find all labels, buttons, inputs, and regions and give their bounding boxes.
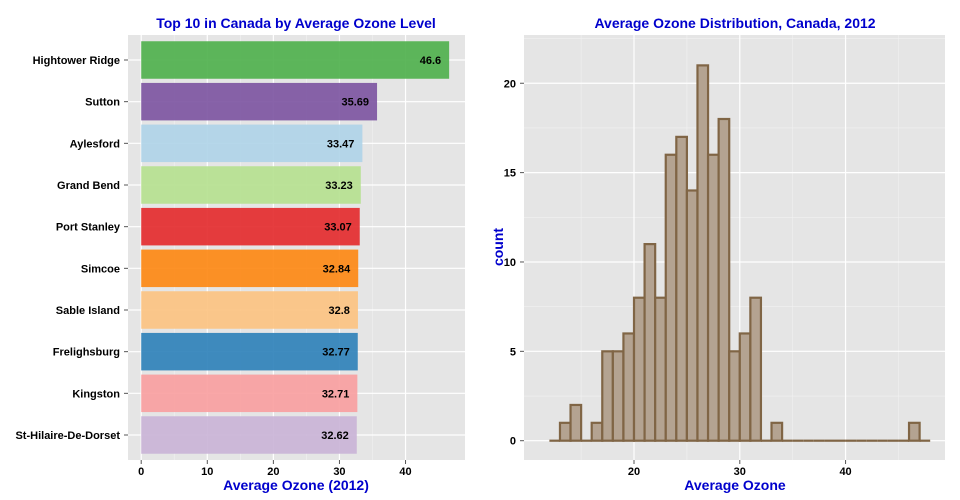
histogram-x-ticks: 20 30 40: [628, 460, 852, 478]
histogram-title: Average Ozone Distribution, Canada, 2012: [594, 15, 875, 31]
bar-chart-x-ticks: 0 10 20 30 40: [138, 460, 412, 478]
histogram-bin: [749, 296, 763, 442]
histogram-bin: [675, 135, 688, 442]
histogram-bin: [643, 243, 657, 442]
x-tick-label: 40: [399, 466, 411, 478]
x-tick-label: 10: [201, 466, 213, 478]
category-label: Kingston: [72, 388, 120, 400]
histogram-bin: [907, 421, 921, 442]
histogram-bin: [611, 350, 625, 442]
x-tick-label: 20: [628, 466, 640, 478]
histogram-bin: [728, 350, 741, 442]
bar-value-label: 32.71: [322, 388, 350, 400]
bar: [141, 374, 358, 413]
bar: [141, 207, 360, 246]
bar: [141, 41, 450, 79]
x-tick-label: 0: [138, 466, 144, 478]
bar-chart-title: Top 10 in Canada by Average Ozone Level: [156, 15, 436, 31]
y-tick-label: 15: [504, 168, 516, 180]
histogram-bin: [622, 332, 636, 442]
bar: [141, 332, 358, 371]
bar-value-label: 46.6: [420, 55, 441, 67]
category-label: Hightower Ridge: [33, 55, 120, 67]
bar-value-label: 32.62: [321, 430, 349, 442]
histogram-bin: [664, 153, 678, 442]
histogram-bin: [738, 332, 752, 442]
histogram-bin: [558, 421, 572, 442]
bar-value-label: 35.69: [342, 97, 370, 109]
histogram-bin: [770, 421, 784, 442]
bar-value-label: 32.84: [323, 263, 351, 275]
category-label: Simcoe: [81, 263, 120, 275]
bar-value-label: 32.8: [329, 305, 350, 317]
histogram-y-axis-title: count: [490, 228, 506, 266]
bar-chart-x-axis-title: Average Ozone (2012): [223, 477, 369, 493]
histogram-bin: [706, 153, 720, 442]
histogram-y-ticks: 0 5 10 15 20: [504, 78, 524, 448]
bar-chart: 46.6 35.69 33.47 33.23 33.07 32.84 32.8 32.77 32…: [15, 15, 465, 493]
category-label: Port Stanley: [56, 222, 121, 234]
bar: [141, 82, 378, 121]
histogram-chart: 0 5 10 15 20 20 30 40 Average Ozone Distributi…: [490, 15, 945, 493]
category-label: Grand Bend: [57, 180, 120, 192]
y-tick-label: 10: [504, 257, 516, 269]
bar: [141, 291, 358, 329]
bar: [141, 166, 361, 204]
bar-chart-category-labels: Hightower Ridge Sutton Aylesford Grand Bend…: [15, 55, 128, 442]
bar-chart-bars: 46.6 35.69 33.47 33.23 33.07 32.84 32.8 32.77 32…: [141, 41, 450, 454]
histogram-bars: [549, 64, 931, 442]
histogram-bin: [632, 296, 646, 442]
histogram-bin: [685, 189, 699, 442]
y-tick-label: 20: [504, 78, 516, 90]
histogram-bin: [569, 403, 583, 442]
x-tick-label: 30: [333, 466, 345, 478]
histogram-bin: [590, 421, 604, 442]
histogram-bin: [654, 296, 667, 442]
x-tick-label: 20: [267, 466, 279, 478]
category-label: St-Hilaire-De-Dorset: [15, 430, 120, 442]
x-tick-label: 40: [839, 466, 851, 478]
category-label: Aylesford: [70, 138, 120, 150]
bar-value-label: 33.07: [324, 222, 352, 234]
category-label: Frelighsburg: [53, 347, 120, 359]
bar-value-label: 33.47: [327, 138, 355, 150]
bar: [141, 249, 359, 288]
bar-value-label: 33.23: [325, 180, 353, 192]
histogram-bin: [601, 350, 614, 442]
bar-value-label: 32.77: [322, 347, 350, 359]
bar: [141, 124, 363, 163]
x-tick-label: 30: [734, 466, 746, 478]
histogram-x-axis-title: Average Ozone: [684, 477, 786, 493]
bar: [141, 416, 357, 454]
histogram-bin: [696, 64, 710, 442]
category-label: Sable Island: [56, 305, 120, 317]
histogram-bin: [717, 117, 731, 442]
y-tick-label: 5: [510, 346, 516, 358]
category-label: Sutton: [85, 97, 120, 109]
y-tick-label: 0: [510, 436, 516, 448]
